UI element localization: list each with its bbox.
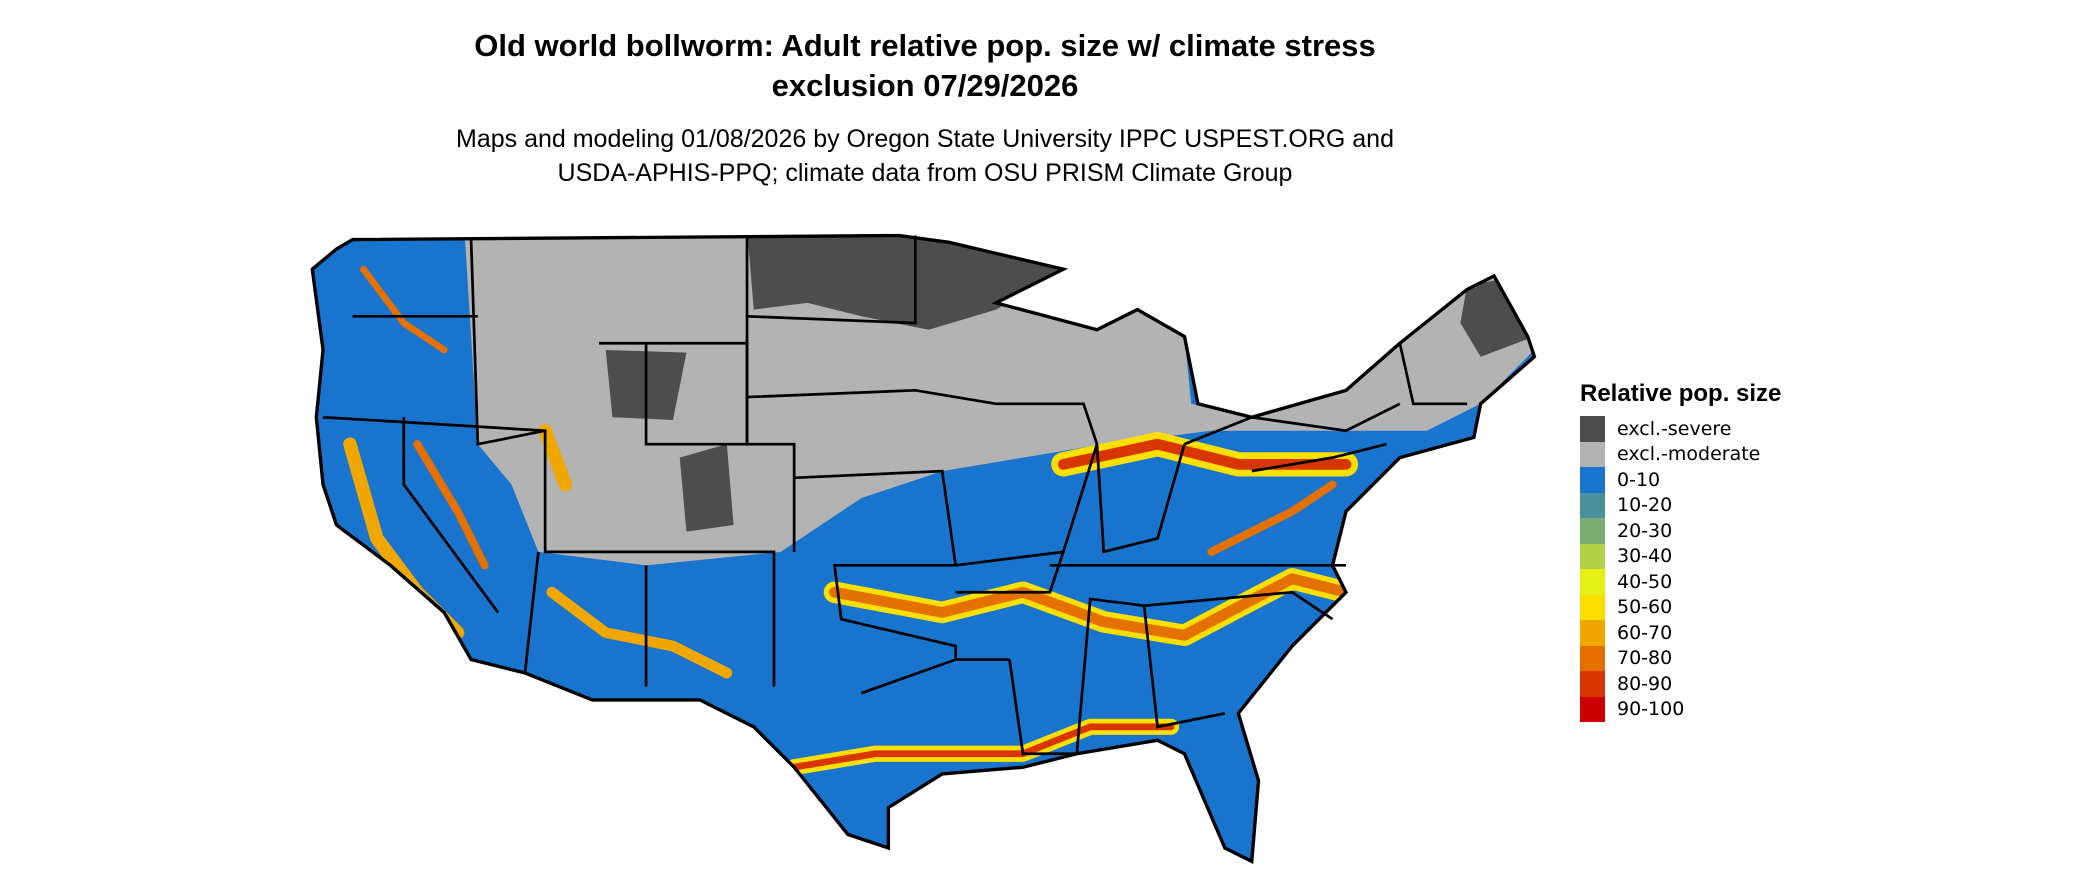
- legend-swatch: [1580, 645, 1605, 671]
- legend-label: 20-30: [1617, 519, 1673, 542]
- map-title-line1: Old world bollworm: Adult relative pop. …: [474, 28, 1376, 63]
- legend-title: Relative pop. size: [1580, 380, 1782, 407]
- map-title-line2: exclusion 07/29/2026: [771, 68, 1079, 103]
- legend-item: excl.-moderate: [1580, 441, 1781, 467]
- legend-label: 10-20: [1617, 494, 1673, 517]
- legend-item: excl.-severe: [1580, 416, 1781, 442]
- legend-swatch: [1580, 594, 1605, 620]
- legend-item: 80-90: [1580, 671, 1781, 697]
- legend-swatch: [1580, 620, 1605, 646]
- zone-excl-severe: [679, 444, 734, 532]
- legend-swatch: [1580, 492, 1605, 518]
- legend-item: 30-40: [1580, 543, 1781, 569]
- legend-label: 60-70: [1617, 621, 1673, 644]
- legend-swatch: [1580, 696, 1605, 722]
- legend-swatch: [1580, 441, 1605, 467]
- legend-label: 40-50: [1617, 570, 1673, 593]
- legend-swatch: [1580, 416, 1605, 442]
- legend-label: excl.-severe: [1617, 417, 1732, 440]
- legend-label: 70-80: [1617, 647, 1673, 670]
- legend-item: 50-60: [1580, 594, 1781, 620]
- subtitle-line1: Maps and modeling 01/08/2026 by Oregon S…: [456, 125, 1394, 153]
- legend-label: excl.-moderate: [1617, 443, 1761, 466]
- zone-excl-severe: [747, 235, 1064, 330]
- legend-label: 50-60: [1617, 596, 1673, 619]
- legend-item: 20-30: [1580, 518, 1781, 544]
- legend-swatch: [1580, 543, 1605, 569]
- legend-item: 90-100: [1580, 696, 1781, 722]
- legend-item: 40-50: [1580, 569, 1781, 595]
- legend-swatch: [1580, 467, 1605, 493]
- legend-item: 70-80: [1580, 645, 1781, 671]
- legend-label: 0-10: [1617, 468, 1661, 491]
- legend-swatch: [1580, 518, 1605, 544]
- legend-item: 10-20: [1580, 492, 1781, 518]
- zone-excl-moderate: [464, 235, 1535, 566]
- subtitle-line2: USDA-APHIS-PPQ; climate data from OSU PR…: [557, 159, 1293, 187]
- legend: Relative pop. size excl.-severe excl.-mod…: [1580, 380, 1781, 722]
- legend-item: 0-10: [1580, 467, 1781, 493]
- legend-label: 80-90: [1617, 672, 1673, 695]
- state-borders: [310, 233, 1537, 864]
- hotspot-bands: [343, 265, 1359, 776]
- legend-swatch: [1580, 671, 1605, 697]
- legend-item: 60-70: [1580, 620, 1781, 646]
- legend-swatch: [1580, 569, 1605, 595]
- legend-label: 30-40: [1617, 545, 1673, 568]
- legend-label: 90-100: [1617, 698, 1685, 721]
